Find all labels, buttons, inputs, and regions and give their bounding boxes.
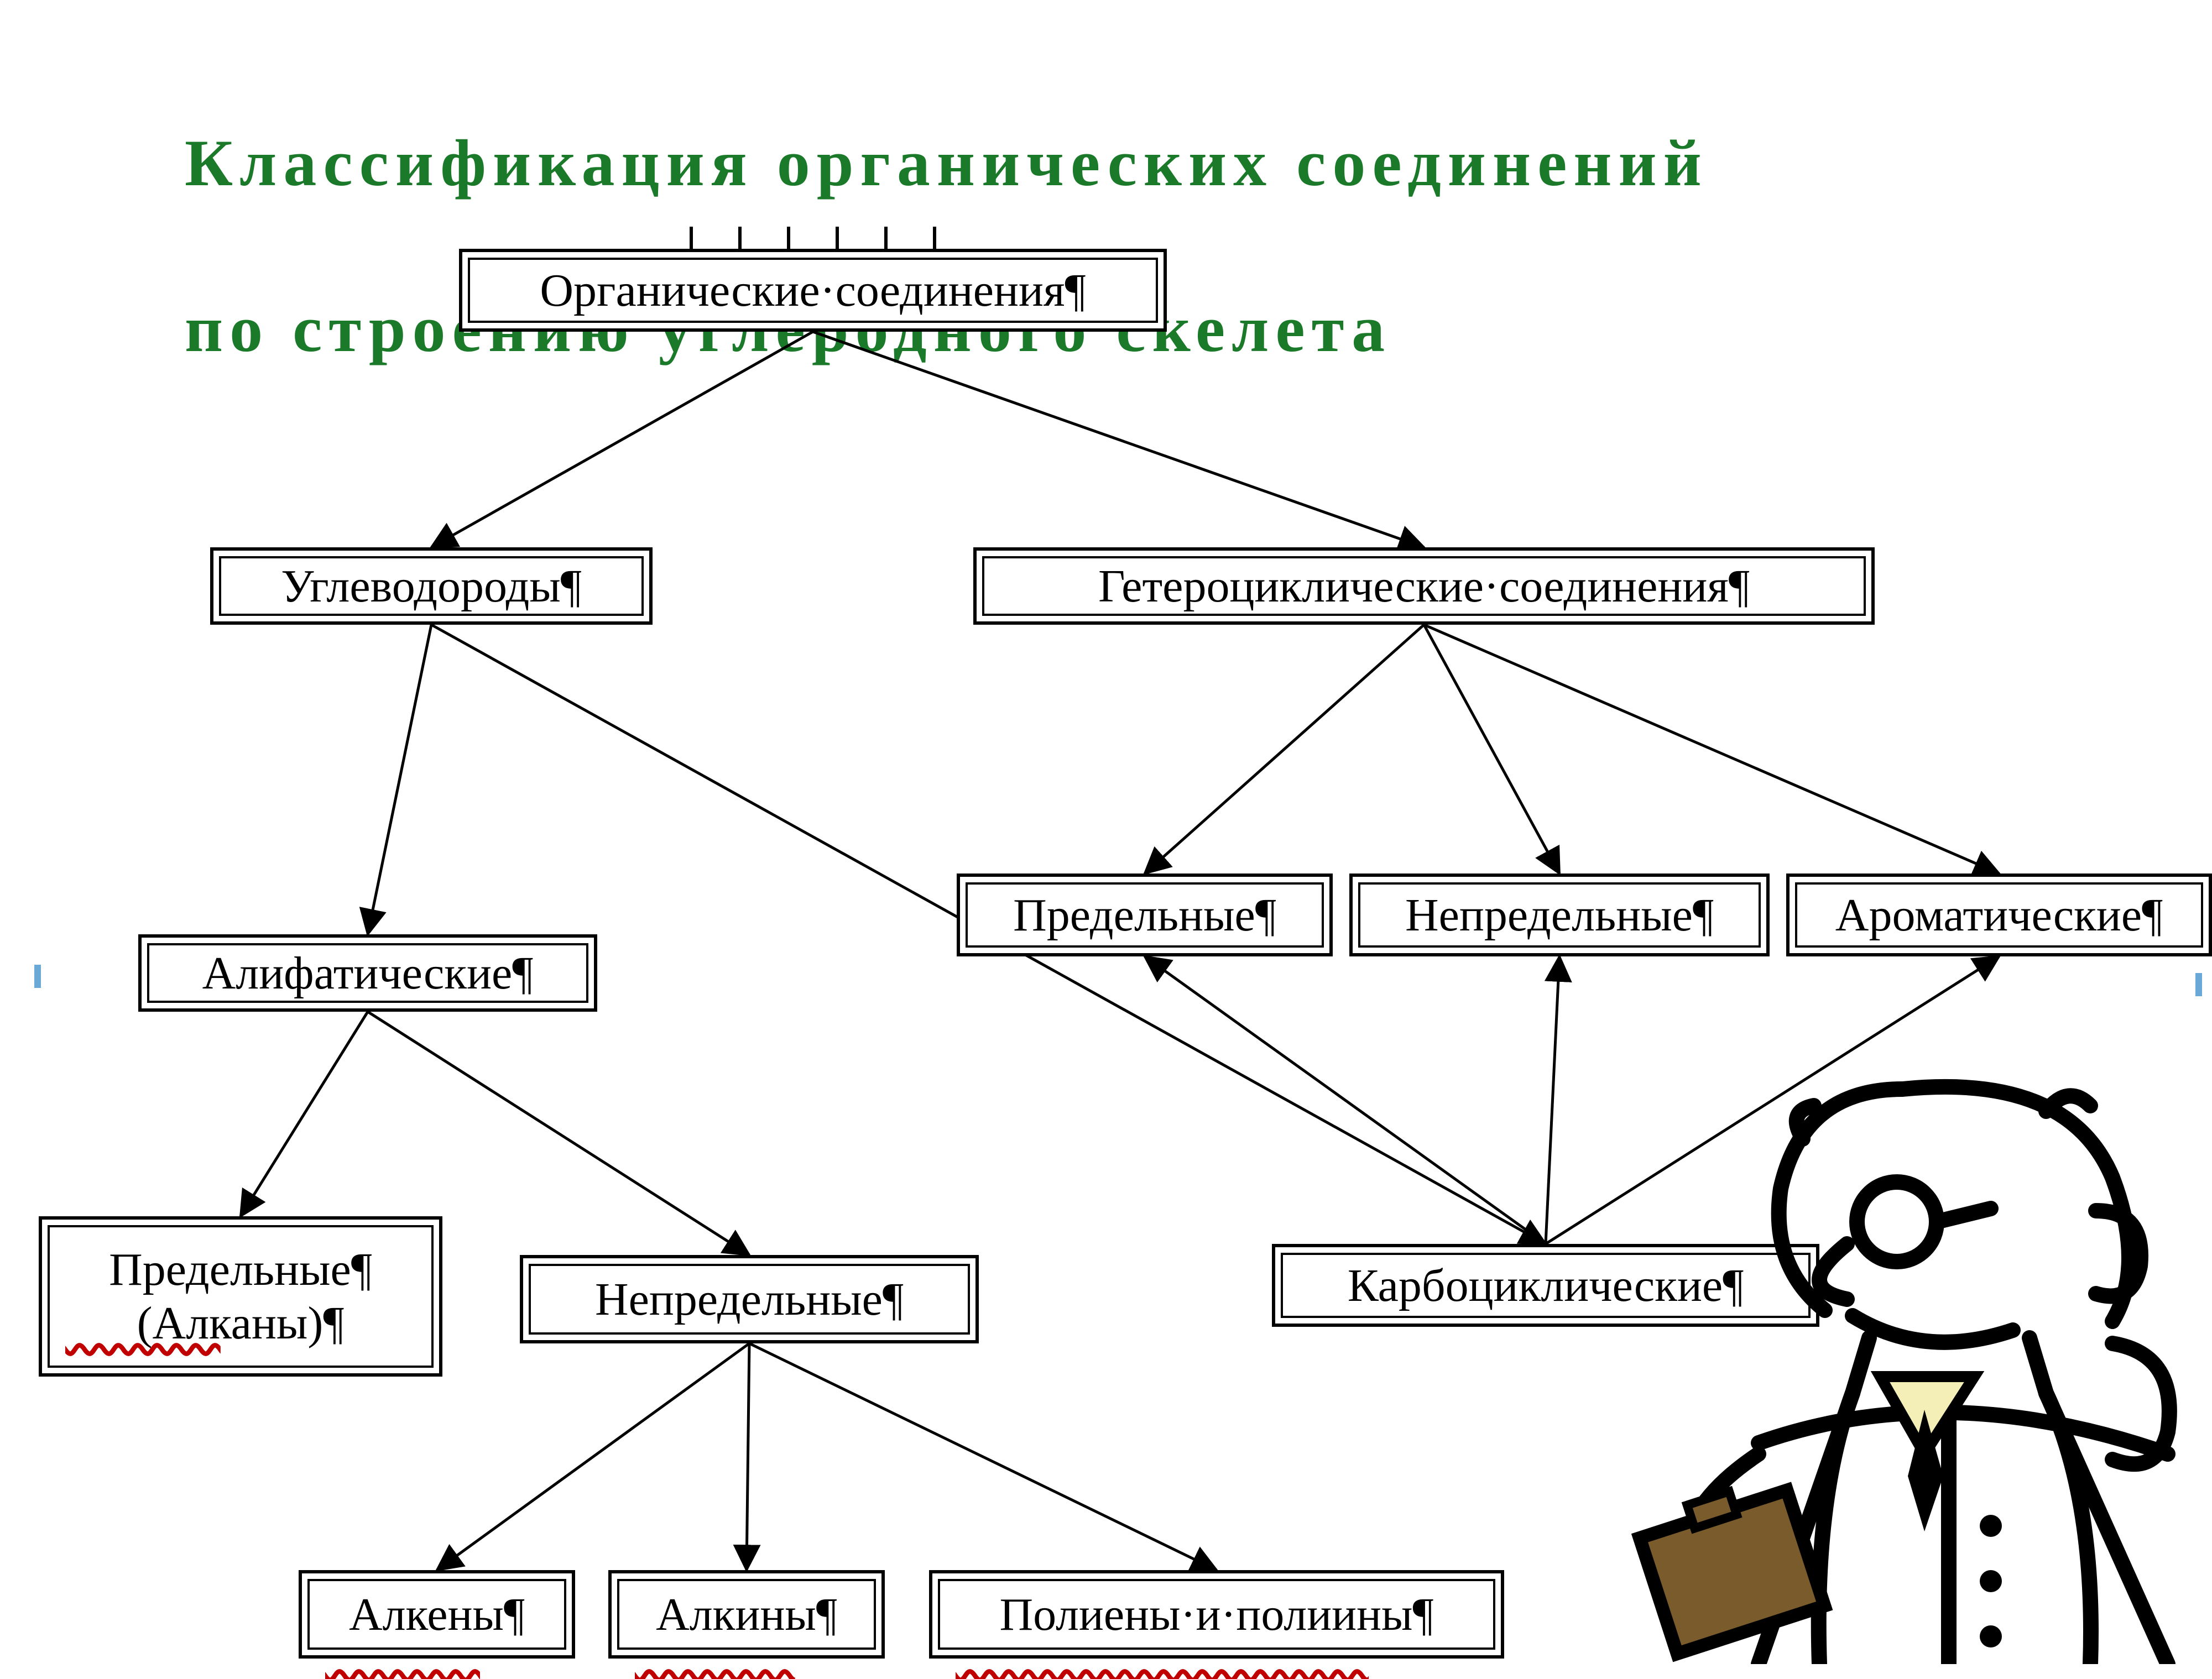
node-root: Органические·соединения¶ [459, 249, 1167, 332]
node-label: Предельные¶ [966, 882, 1324, 948]
node-hydro: Углеводороды¶ [210, 547, 653, 625]
edge-hetero-het_sat [1145, 625, 1424, 874]
edge-carbocyc-het_sat [1145, 956, 1546, 1244]
node-label: Углеводороды¶ [219, 556, 644, 616]
title-line-1: Классификация органических соединений [185, 126, 1708, 200]
node-het_sat: Предельные¶ [957, 874, 1333, 956]
edge-carbocyc-het_unsat [1546, 956, 1559, 1244]
edge-unsat-polyenes [749, 1343, 1217, 1570]
node-label: Непредельные¶ [1358, 882, 1761, 948]
node-label: Гетероциклические·соединения¶ [982, 556, 1866, 616]
node-alkanes: Предельные¶ (Алканы)¶ [39, 1216, 442, 1377]
edge-unsat-alkynes [747, 1343, 749, 1570]
slide-side-marker [34, 965, 41, 988]
node-hetero: Гетероциклические·соединения¶ [973, 547, 1875, 625]
node-label: Алифатические¶ [147, 943, 588, 1003]
node-label: Алкины¶ [617, 1579, 876, 1650]
node-label: Органические·соединения¶ [468, 258, 1158, 323]
node-label: Полиены·и·полиины¶ [938, 1579, 1495, 1650]
node-alkenes: Алкены¶ [299, 1570, 575, 1659]
slide-side-marker [2195, 973, 2202, 996]
node-het_unsat: Непредельные¶ [1349, 874, 1770, 956]
edge-hetero-het_arom [1424, 625, 1999, 874]
node-label: Ароматические¶ [1795, 882, 2203, 948]
node-aliph: Алифатические¶ [138, 934, 597, 1012]
edge-aliph-alkanes [241, 1012, 368, 1216]
node-label: Предельные¶ (Алканы)¶ [48, 1225, 434, 1368]
node-alkynes: Алкины¶ [608, 1570, 885, 1659]
node-polyenes: Полиены·и·полиины¶ [929, 1570, 1504, 1659]
node-label: Алкены¶ [307, 1579, 566, 1650]
edge-hydro-aliph [368, 625, 431, 934]
edge-hetero-het_unsat [1424, 625, 1559, 874]
node-label: Непредельные¶ [529, 1264, 970, 1335]
scientist-illustration [1593, 1078, 2212, 1664]
node-het_arom: Ароматические¶ [1786, 874, 2212, 956]
node-unsat: Непредельные¶ [520, 1255, 979, 1343]
edge-unsat-alkenes [437, 1343, 749, 1570]
